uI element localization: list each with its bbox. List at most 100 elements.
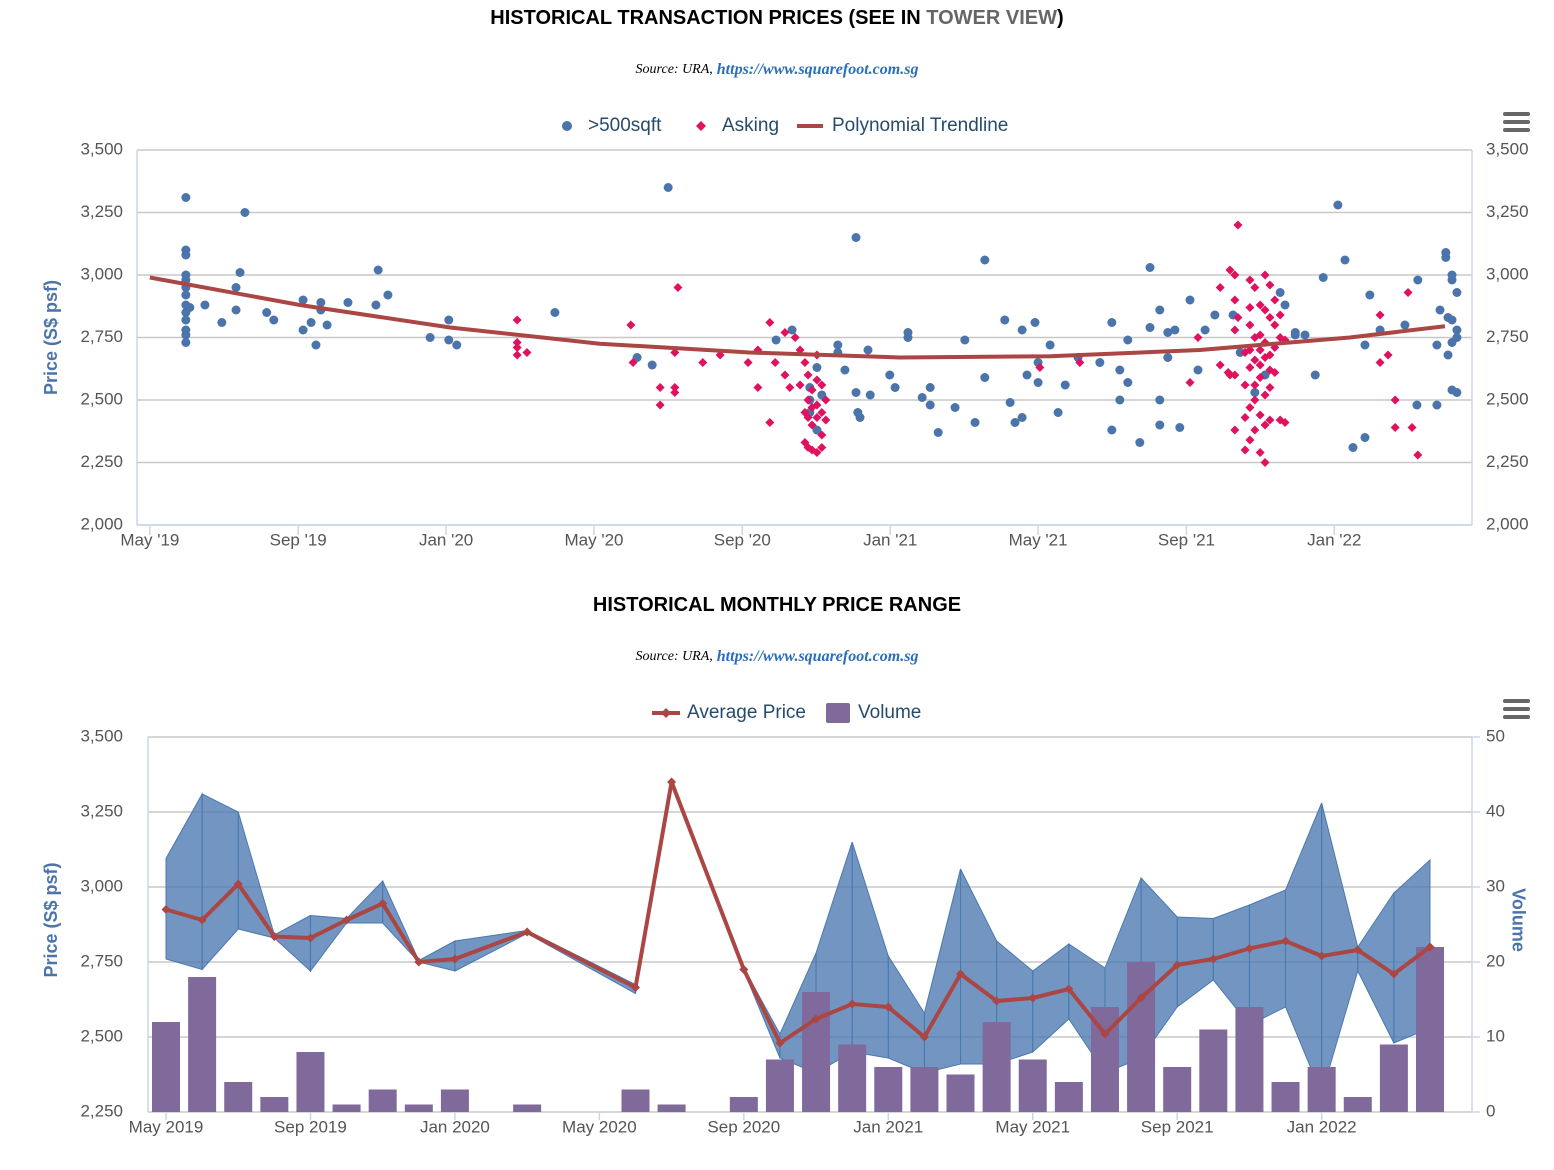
y2-tick-label: 50 — [1486, 726, 1505, 745]
volume-bar — [513, 1104, 542, 1112]
point — [1265, 350, 1275, 360]
source-link: https://www.squarefoot.com.sg — [717, 61, 919, 78]
y2-tick-label: 3,250 — [1486, 202, 1529, 221]
point — [1193, 333, 1203, 342]
average-line — [958, 972, 999, 1003]
chart-title: HISTORICAL TRANSACTION PRICES (SEE IN TO… — [490, 7, 1063, 29]
price-range — [1248, 889, 1287, 1026]
average-marker — [1028, 993, 1038, 1003]
point — [960, 335, 970, 345]
point — [1452, 325, 1462, 335]
point — [933, 428, 943, 437]
point — [851, 233, 861, 242]
y2-tick-label: 0 — [1486, 1101, 1495, 1120]
point — [780, 370, 790, 380]
point — [1245, 320, 1255, 330]
point — [817, 430, 827, 440]
point — [217, 318, 227, 327]
volume-bar — [332, 1104, 361, 1112]
point — [1155, 305, 1165, 315]
average-marker — [522, 927, 532, 937]
menu-button[interactable] — [1503, 699, 1530, 719]
point — [1383, 350, 1393, 360]
average-marker — [992, 996, 1002, 1006]
point — [1348, 443, 1358, 452]
price-range — [851, 841, 889, 1059]
volume-bar — [1054, 1082, 1083, 1112]
point — [770, 358, 780, 367]
point — [628, 358, 638, 367]
point — [1245, 275, 1255, 285]
point — [1435, 305, 1445, 315]
average-line — [525, 930, 638, 990]
legend-symbol — [696, 121, 706, 131]
legend-label: Average Price — [687, 702, 806, 723]
point — [626, 320, 636, 330]
average-line — [886, 1005, 927, 1039]
point — [821, 415, 831, 425]
average-marker — [847, 999, 857, 1009]
point — [833, 340, 843, 350]
point — [807, 385, 817, 395]
average-line — [1030, 987, 1071, 1000]
average-marker — [1136, 993, 1146, 1003]
average-line — [380, 901, 421, 964]
point — [980, 373, 990, 382]
y2-tick-label: 3,000 — [1486, 264, 1529, 283]
point — [1412, 400, 1422, 410]
point — [743, 358, 753, 367]
volume-bar — [1379, 1044, 1408, 1112]
point — [1175, 423, 1185, 432]
point — [181, 338, 191, 347]
point — [181, 290, 191, 300]
price-range — [165, 792, 203, 971]
point — [1290, 330, 1300, 340]
volume-bar — [1343, 1097, 1372, 1112]
point — [780, 328, 790, 337]
point — [812, 425, 822, 435]
y-tick-label: 3,500 — [80, 139, 123, 158]
point — [753, 383, 763, 392]
x-tick-label: Jan '22 — [1307, 530, 1361, 549]
title-link: TOWER VIEW — [926, 7, 1057, 29]
point — [1447, 275, 1457, 285]
point — [865, 390, 875, 400]
point — [863, 345, 873, 355]
x-tick-label: Jan '21 — [863, 530, 917, 549]
y-tick-label: 2,000 — [80, 514, 123, 533]
point — [1193, 365, 1203, 375]
x-tick-label: Sep 2021 — [1141, 1117, 1214, 1136]
average-line — [669, 780, 746, 972]
point — [1318, 273, 1328, 282]
point — [803, 413, 813, 422]
volume-bar — [1235, 1007, 1264, 1112]
point — [1260, 458, 1270, 467]
point — [262, 308, 272, 317]
average-marker — [450, 954, 460, 964]
point — [1030, 318, 1040, 327]
average-line — [1247, 939, 1288, 951]
average-line — [1175, 957, 1216, 967]
menu-bar — [1503, 699, 1530, 703]
average-marker — [305, 933, 315, 943]
point — [655, 383, 665, 392]
point — [1000, 315, 1010, 325]
point — [1280, 300, 1290, 310]
volume-bar — [982, 1022, 1011, 1112]
x-tick-label: Jan 2022 — [1287, 1117, 1357, 1136]
point — [1260, 305, 1270, 315]
point — [765, 318, 775, 327]
point — [522, 348, 532, 357]
point — [787, 325, 797, 335]
menu-button[interactable] — [1503, 112, 1530, 132]
point — [1403, 288, 1413, 297]
point — [316, 298, 326, 307]
average-line — [1211, 946, 1252, 961]
point — [1145, 263, 1155, 272]
average-line — [814, 1002, 855, 1021]
point — [550, 308, 560, 317]
point — [647, 360, 657, 370]
average-marker — [1208, 954, 1218, 964]
average-line — [164, 907, 205, 922]
